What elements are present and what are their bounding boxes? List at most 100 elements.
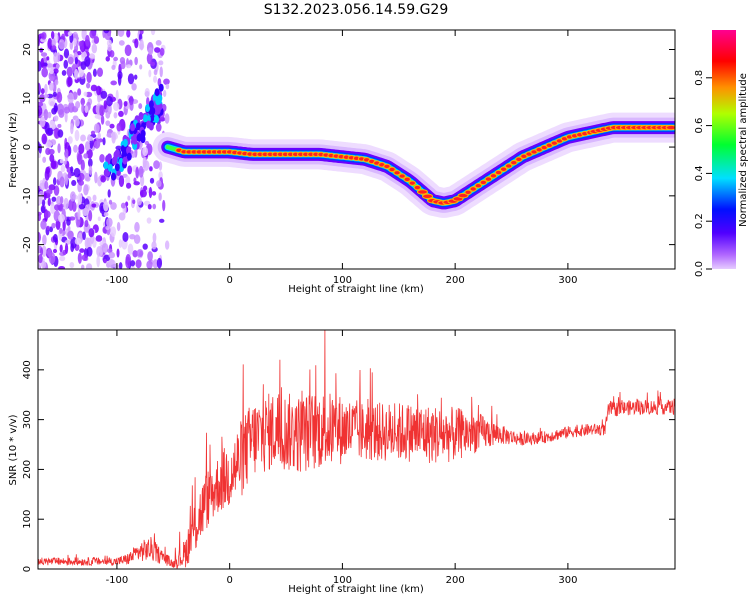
noise-blob (81, 103, 85, 114)
snr-marks (38, 330, 675, 569)
noise-blob (94, 114, 102, 119)
noise-blob (84, 141, 91, 152)
streak-blob (142, 114, 148, 123)
noise-blob (91, 43, 98, 54)
noise-blob (77, 208, 81, 220)
noise-blob (107, 44, 112, 52)
noise-blob (81, 264, 85, 269)
noise-blob (73, 167, 81, 178)
noise-blob (92, 194, 97, 202)
noise-blob (155, 123, 162, 132)
noise-blob (126, 30, 131, 38)
y-tick-label: 200 (22, 460, 33, 479)
noise-blob (79, 248, 85, 253)
noise-blob (53, 68, 59, 74)
noise-blob (43, 93, 50, 98)
snr-frame (37, 329, 676, 570)
noise-blob (159, 66, 163, 78)
noise-blob (46, 225, 50, 231)
streak-blob (107, 163, 113, 172)
colorbar-label: Normalized spectral amplitude (738, 73, 749, 227)
ridge-core (416, 189, 428, 195)
x-tick-label: 0 (226, 275, 232, 286)
noise-blob (74, 129, 80, 142)
noise-blob (48, 148, 55, 155)
noise-blob (93, 140, 101, 149)
noise-blob (71, 179, 77, 186)
noise-blob (38, 253, 43, 264)
noise-blob (158, 60, 164, 66)
noise-blob (61, 70, 67, 76)
streak-blob (106, 153, 112, 162)
noise-blob (63, 59, 69, 69)
noise-blob (92, 68, 97, 77)
noise-blob (44, 122, 50, 134)
noise-blob (68, 198, 74, 211)
streak-blob (110, 172, 116, 181)
streak-blob (136, 133, 142, 142)
noise-blob (97, 93, 101, 103)
noise-blob (108, 251, 116, 259)
noise-blob (93, 36, 100, 44)
noise-blob (94, 171, 98, 184)
noise-blob (113, 102, 120, 112)
noise-blob (154, 47, 161, 53)
noise-blob (100, 175, 107, 183)
noise-blob (56, 91, 63, 103)
noise-blob (116, 221, 121, 232)
noise-blob (51, 45, 57, 51)
noise-blob (78, 40, 83, 47)
x-tick-label: 100 (333, 575, 352, 586)
noise-blob (84, 105, 89, 113)
colorbar-tick-label: 0.4 (694, 165, 705, 181)
noise-blob (74, 68, 79, 80)
noise-blob (89, 30, 97, 39)
noise-blob (47, 197, 51, 207)
streak-blob (135, 122, 141, 131)
noise-blob (99, 105, 105, 117)
noise-blob (142, 185, 148, 191)
noise-blob (64, 174, 69, 186)
noise-blob (151, 191, 157, 196)
noise-blob (125, 201, 129, 207)
noise-blob (129, 233, 136, 240)
noise-blob (115, 145, 123, 151)
noise-blob (106, 95, 113, 107)
noise-blob (42, 156, 47, 163)
noise-blob (153, 69, 158, 76)
noise-blob (69, 261, 75, 269)
ridge-core (393, 170, 401, 176)
noise-blob (48, 82, 54, 91)
noise-blob (41, 67, 48, 78)
streak-blob (148, 100, 154, 109)
noise-blob (44, 83, 48, 95)
spectrogram-marks (38, 30, 675, 269)
noise-blob (165, 83, 170, 90)
streak-blob (126, 152, 132, 161)
x-tick-label: 200 (446, 575, 465, 586)
streak-blob (158, 83, 164, 92)
ridge-core (457, 192, 469, 199)
snr-x-label: Height of straight line (km) (288, 584, 424, 595)
noise-blob (70, 166, 74, 173)
ridge-core (499, 166, 508, 172)
noise-blob (38, 213, 41, 222)
noise-blob (150, 30, 156, 36)
noise-blob (110, 80, 117, 86)
ridge-core (398, 173, 406, 179)
ridge-core (403, 176, 411, 183)
streak-blob (130, 123, 136, 132)
y-tick-label: 0 (22, 144, 33, 150)
streak-blob (103, 168, 109, 177)
noise-blob (51, 222, 56, 229)
noise-blob (90, 84, 98, 92)
noise-blob (138, 165, 144, 178)
noise-blob (158, 192, 162, 201)
noise-blob (49, 154, 55, 163)
noise-blob (118, 110, 124, 118)
noise-blob (156, 257, 163, 269)
noise-blob (57, 123, 62, 128)
noise-blob (81, 254, 88, 261)
y-tick-label: -20 (22, 236, 33, 252)
noise-blob (41, 245, 47, 257)
